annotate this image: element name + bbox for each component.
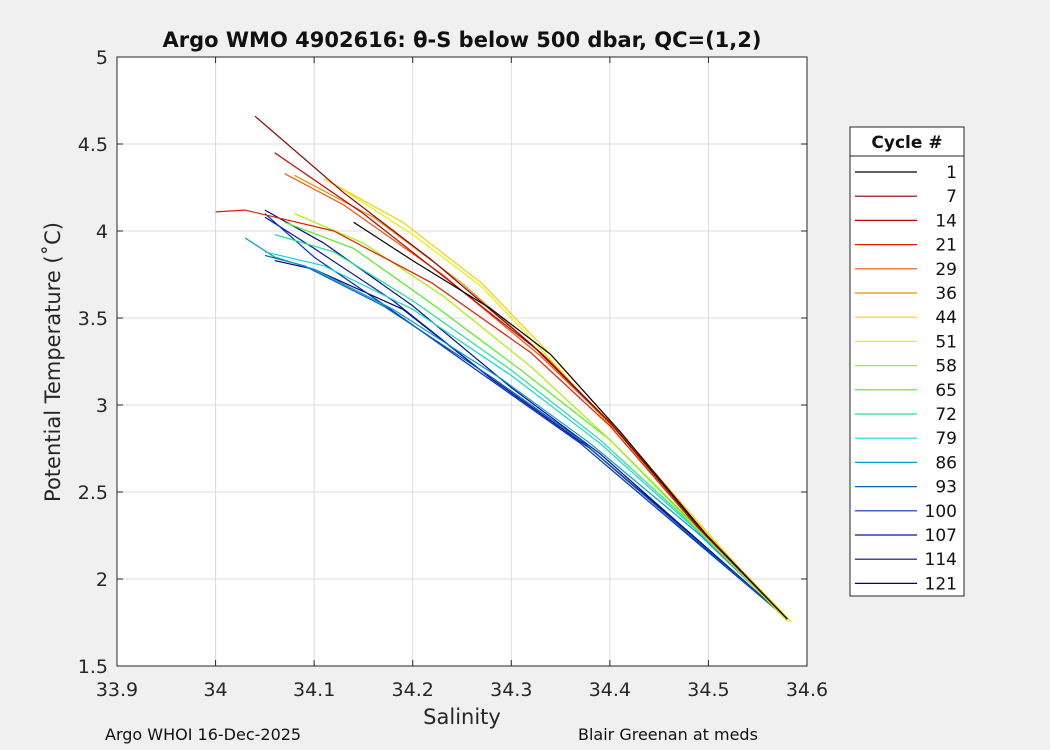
legend-label-93: 93 (935, 478, 957, 498)
y-tick-label: 3 (96, 395, 108, 417)
series-line-cycle-114 (264, 209, 788, 620)
legend-label-1: 1 (946, 163, 957, 183)
y-tick-label: 2.5 (78, 482, 108, 504)
legend-label-29: 29 (935, 260, 957, 280)
series-line-cycle-7 (254, 115, 788, 620)
legend-entries: 1 7 14 21 29 36 44 51 58 65 72 79 86 93 100 107 114 121 (855, 163, 957, 594)
x-tick-label: 33.9 (96, 679, 138, 701)
series-line-cycle-1 (353, 221, 788, 620)
x-tick-label: 34.1 (293, 679, 335, 701)
legend-title: Cycle # (871, 133, 942, 153)
series-line-cycle-21 (215, 209, 788, 620)
y-axis-ticks: 1.5 2 2.5 3 3.5 4 4.5 5 (78, 47, 807, 678)
legend-label-86: 86 (935, 453, 957, 473)
x-tick-label: 34.6 (786, 679, 828, 701)
series-line-cycle-51 (333, 183, 793, 623)
series-layer (215, 115, 793, 623)
x-axis-label: Salinity (423, 705, 501, 729)
legend-label-58: 58 (935, 357, 957, 377)
legend-label-121: 121 (925, 574, 957, 594)
grid (116, 56, 808, 667)
legend-label-79: 79 (935, 429, 957, 449)
x-axis-ticks: 33.9 34 34.1 34.2 34.3 34.4 34.5 34.6 (96, 57, 828, 701)
x-tick-label: 34 (203, 679, 227, 701)
legend-label-65: 65 (935, 381, 957, 401)
footer-right: Blair Greenan at meds (578, 725, 758, 744)
y-tick-label: 3.5 (78, 308, 108, 330)
legend-label-21: 21 (935, 236, 957, 256)
legend: Cycle # 1 7 14 21 29 36 44 51 58 65 72 79 86 93 100 107… (849, 126, 965, 597)
legend-label-7: 7 (946, 187, 957, 207)
series-line-cycle-58 (294, 213, 788, 622)
legend-label-114: 114 (925, 550, 957, 570)
plot-area (117, 57, 807, 666)
legend-label-44: 44 (935, 308, 957, 328)
series-line-cycle-79 (264, 251, 788, 620)
legend-label-72: 72 (935, 405, 957, 425)
y-axis-label: Potential Temperature (˚C) (41, 222, 65, 502)
y-tick-label: 1.5 (78, 656, 108, 678)
y-tick-label: 4 (96, 221, 108, 243)
legend-label-36: 36 (935, 284, 957, 304)
legend-label-51: 51 (935, 332, 957, 352)
y-tick-label: 5 (96, 47, 108, 69)
footer-left: Argo WHOI 16-Dec-2025 (105, 725, 302, 744)
x-tick-label: 34.5 (687, 679, 729, 701)
plot-frame (116, 56, 808, 667)
series-line-cycle-86 (244, 237, 788, 620)
series-line-cycle-100 (264, 213, 788, 620)
x-tick-label: 34.3 (490, 679, 532, 701)
legend-label-107: 107 (925, 526, 957, 546)
legend-label-14: 14 (935, 211, 957, 231)
y-tick-label: 2 (96, 569, 108, 591)
chart-title: Argo WMO 4902616: θ-S below 500 dbar, QC… (163, 28, 762, 52)
legend-label-100: 100 (925, 502, 957, 522)
legend-box (849, 126, 965, 597)
x-tick-label: 34.2 (392, 679, 434, 701)
x-tick-label: 34.4 (589, 679, 631, 701)
y-tick-label: 4.5 (78, 134, 108, 156)
